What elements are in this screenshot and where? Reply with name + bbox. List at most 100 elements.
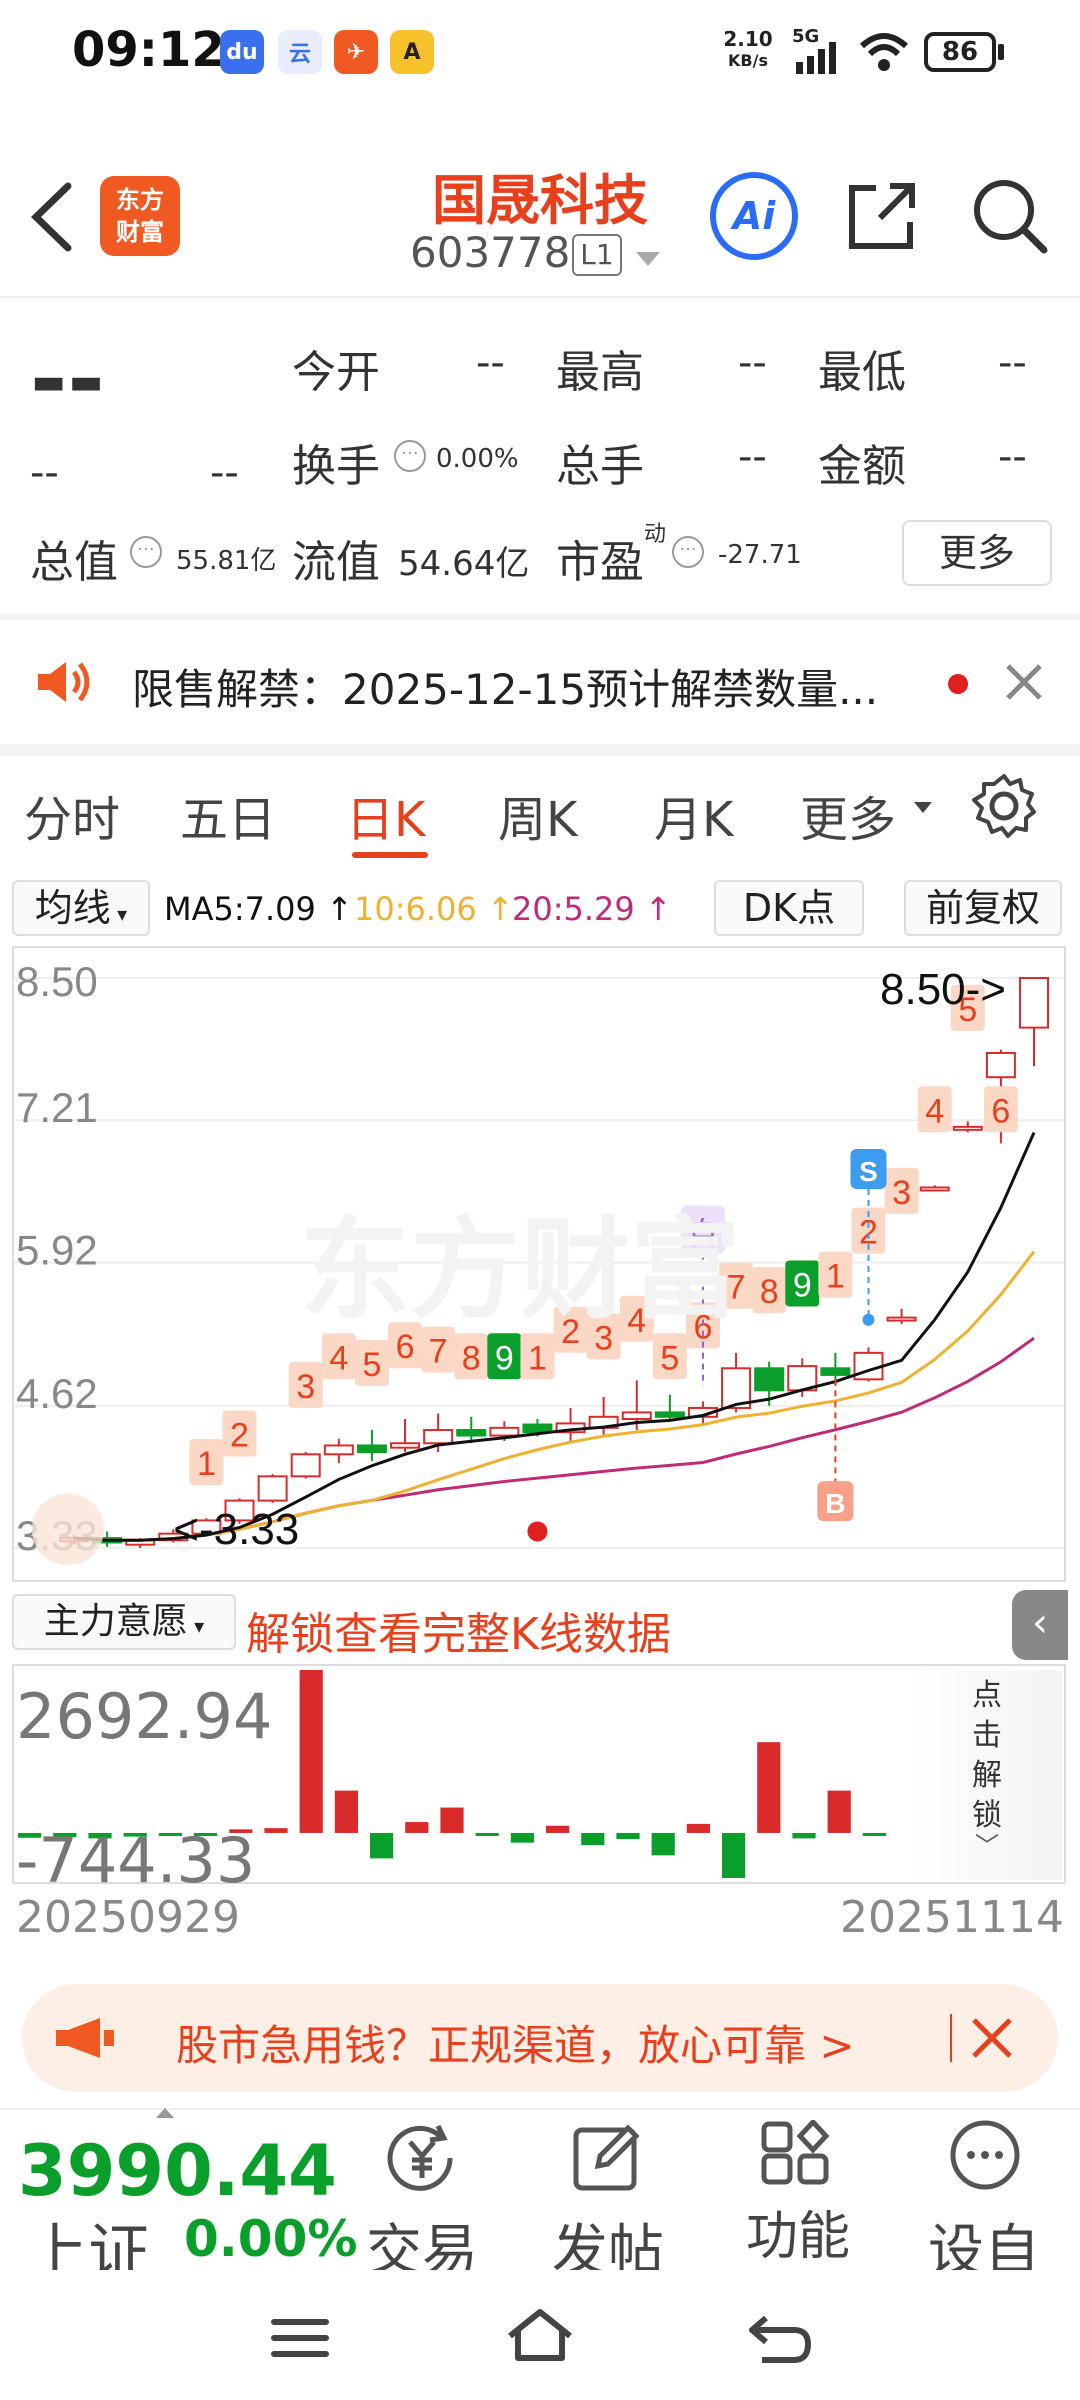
- candle-body: [985, 1051, 1016, 1079]
- count-badge: [983, 1086, 1018, 1133]
- buy-marker-box: [817, 1481, 854, 1522]
- indicator-bar: [229, 1829, 253, 1833]
- count-badge: [619, 1295, 654, 1342]
- level-badge[interactable]: L1: [572, 234, 622, 276]
- pe-info-icon[interactable]: ···: [672, 536, 704, 568]
- ad-text[interactable]: 股市急用钱？正规渠道，放心可靠 >: [176, 2021, 855, 2070]
- click-unlock-panel[interactable]: 点 击 解 锁 ﹀: [912, 1670, 1062, 1880]
- back-icon[interactable]: [28, 182, 78, 252]
- indicator-bar: [686, 1823, 710, 1833]
- speaker-icon: [38, 662, 90, 702]
- gear-icon[interactable]: [970, 772, 1038, 840]
- candle-body: [522, 1423, 553, 1434]
- candle-body: [423, 1429, 454, 1445]
- candle-body: [456, 1429, 487, 1437]
- indicator-bar: [651, 1832, 675, 1856]
- indicator-bar: [88, 1832, 112, 1839]
- level-dropdown-icon[interactable]: [636, 252, 660, 266]
- wifi-icon: [859, 33, 909, 71]
- stock-code[interactable]: 603778: [410, 228, 571, 277]
- tab-daily-k[interactable]: 日K: [346, 792, 426, 848]
- pe-value: -27.71: [718, 540, 802, 570]
- candle-body: [654, 1411, 685, 1418]
- home-icon[interactable]: [504, 2306, 576, 2366]
- high-label: 最高: [556, 347, 644, 398]
- count-badge-label: 3: [892, 1174, 911, 1212]
- tab-five-day[interactable]: 五日: [180, 792, 277, 848]
- net-speed: 2.10 KB/s: [723, 27, 773, 70]
- watermark: 东方财富: [300, 1206, 740, 1334]
- current-price: --: [30, 327, 105, 432]
- indicator-bar: [616, 1832, 640, 1840]
- back-nav-icon[interactable]: [746, 2312, 812, 2366]
- index-value[interactable]: 3990.44: [18, 2130, 337, 2212]
- unlock-kline-link[interactable]: 解锁查看完整K线数据: [246, 1609, 671, 1660]
- paper-plane-icon: ✈: [334, 30, 378, 74]
- y-tick-label: 7.21: [16, 1084, 98, 1131]
- ad-divider: [950, 2014, 952, 2062]
- count-badge: [785, 1260, 820, 1307]
- mktcap-info-icon[interactable]: ···: [130, 536, 162, 568]
- notice-text[interactable]: 限售解禁：2025-12-15预计解禁数量...: [132, 665, 879, 714]
- tab-more[interactable]: 更多: [800, 792, 897, 848]
- notice-bar[interactable]: 限售解禁：2025-12-15预计解禁数量...: [0, 620, 1080, 744]
- unread-dot: [948, 674, 968, 694]
- turnover-value: 0.00%: [436, 444, 519, 474]
- y-tick-label: 8.50: [16, 958, 98, 1005]
- share-icon[interactable]: [846, 180, 918, 252]
- turnover-info-icon[interactable]: ···: [394, 440, 426, 472]
- count-badge-label: 7: [429, 1333, 448, 1371]
- search-icon[interactable]: [970, 176, 1050, 256]
- tab-monthly-k[interactable]: 月K: [654, 792, 734, 848]
- battery-icon: 86: [924, 32, 996, 72]
- yen-icon[interactable]: [380, 2116, 464, 2200]
- tab-intraday[interactable]: 分时: [24, 792, 121, 848]
- edit-icon[interactable]: [570, 2120, 644, 2194]
- candle-body: [489, 1426, 520, 1437]
- tab-more-chevron-icon[interactable]: [914, 802, 932, 813]
- candle-body: [952, 1125, 983, 1131]
- tab-weekly-k[interactable]: 周K: [498, 792, 578, 848]
- count-badge-label: 1: [826, 1258, 845, 1296]
- ma5-line: [73, 1131, 1036, 1542]
- candle-body: [919, 1186, 950, 1192]
- more-quote-button[interactable]: 更多: [902, 520, 1052, 586]
- indicator-bar: [827, 1790, 851, 1833]
- candle-body: [1019, 977, 1049, 1029]
- price-change: --: [30, 450, 59, 496]
- count-badge: [189, 1439, 224, 1486]
- adjust-button[interactable]: 前复权: [904, 880, 1062, 936]
- count-badge: [388, 1322, 423, 1369]
- collapse-chevron-icon[interactable]: ‹: [1012, 1590, 1068, 1660]
- pe-superscript: 动: [644, 522, 667, 547]
- count-badge-label: 8: [760, 1273, 779, 1311]
- count-badge-label: 6: [694, 1308, 713, 1346]
- y-tick-label: 4.62: [16, 1370, 98, 1417]
- low-label: 最低: [818, 347, 906, 398]
- close-icon[interactable]: [1004, 662, 1044, 702]
- ad-banner[interactable]: 股市急用钱？正规渠道，放心可靠 >: [22, 1984, 1058, 2092]
- count-badge: [818, 1251, 853, 1298]
- ma10-value: 10:6.06 ↑: [354, 890, 514, 928]
- kline-chart[interactable]: 8.507.215.924.623.3312345678912345678912…: [12, 946, 1066, 1582]
- more-circle-icon[interactable]: [948, 2118, 1022, 2192]
- count-badge-label: 9: [495, 1339, 514, 1377]
- grid-icon[interactable]: [760, 2120, 830, 2190]
- dk-point-button[interactable]: DK点: [714, 880, 864, 936]
- indicator-bar: [405, 1822, 429, 1833]
- self-marker: 自: [688, 1217, 718, 1252]
- index-up-chevron-icon[interactable]: [156, 2108, 174, 2118]
- candle-body: [257, 1475, 288, 1502]
- header-divider: [0, 296, 1080, 298]
- bottom-bar: 3990.44 上证 0.00% 交易 发帖 功能 设自: [0, 2108, 1080, 2289]
- ad-close-icon[interactable]: [970, 2016, 1014, 2060]
- ai-button[interactable]: Ai: [710, 172, 798, 260]
- price-change-pct: --: [210, 450, 239, 496]
- scroll-left-hint: [32, 1493, 104, 1566]
- ma-select[interactable]: 均线 ▾: [12, 880, 150, 936]
- menu-icon[interactable]: [270, 2316, 330, 2360]
- indicator-bar: [194, 1832, 218, 1836]
- function-label[interactable]: 功能: [745, 2207, 850, 2267]
- mktcap-label: 总值: [30, 537, 118, 588]
- indicator-select[interactable]: 主力意愿 ▾: [12, 1594, 236, 1650]
